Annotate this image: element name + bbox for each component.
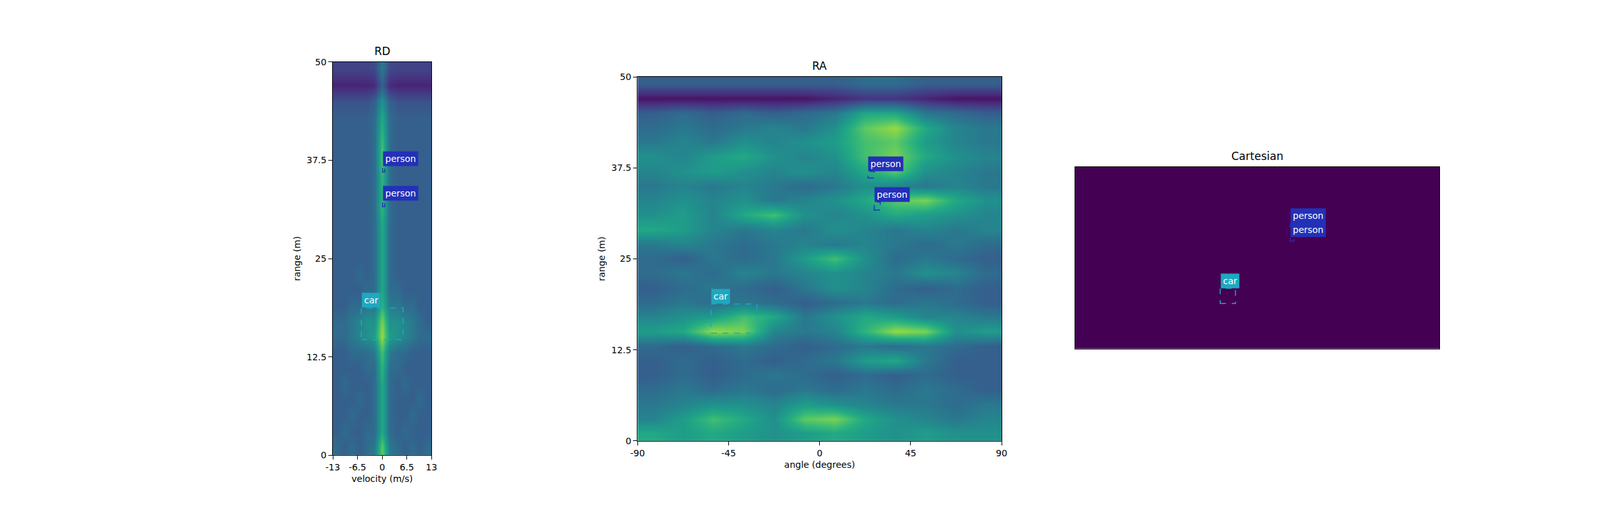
svg-text:person: person <box>876 189 908 200</box>
svg-text:person: person <box>385 153 416 164</box>
svg-text:12.5: 12.5 <box>611 344 632 356</box>
svg-text:-90: -90 <box>630 448 646 459</box>
svg-text:car: car <box>1223 275 1238 287</box>
svg-text:50: 50 <box>620 71 632 82</box>
svg-text:velocity (m/s): velocity (m/s) <box>351 473 413 484</box>
svg-text:person: person <box>1292 210 1324 221</box>
svg-text:13: 13 <box>425 462 438 473</box>
svg-text:-45: -45 <box>721 448 736 459</box>
svg-text:angle (degrees): angle (degrees) <box>784 459 856 470</box>
svg-text:RA: RA <box>812 59 827 73</box>
svg-text:0: 0 <box>379 462 386 473</box>
svg-text:37.5: 37.5 <box>611 162 632 173</box>
svg-text:Cartesian: Cartesian <box>1231 149 1284 163</box>
svg-text:0: 0 <box>816 448 823 459</box>
svg-text:25: 25 <box>620 253 632 264</box>
svg-text:person: person <box>870 158 902 169</box>
svg-text:12.5: 12.5 <box>306 352 327 363</box>
svg-text:person: person <box>385 188 416 199</box>
svg-text:90: 90 <box>995 448 1008 459</box>
svg-text:-13: -13 <box>325 462 341 473</box>
svg-text:6.5: 6.5 <box>400 462 415 473</box>
svg-text:person: person <box>1292 224 1324 235</box>
svg-text:45: 45 <box>904 448 917 459</box>
svg-text:range (m): range (m) <box>291 236 303 281</box>
svg-text:50: 50 <box>314 56 327 68</box>
svg-text:0: 0 <box>625 435 632 447</box>
svg-text:0: 0 <box>320 449 327 461</box>
svg-text:25: 25 <box>314 253 327 264</box>
svg-text:range (m): range (m) <box>596 236 607 282</box>
svg-text:-6.5: -6.5 <box>348 462 367 473</box>
svg-text:car: car <box>713 291 728 302</box>
svg-text:car: car <box>364 295 379 306</box>
svg-text:37.5: 37.5 <box>306 154 327 166</box>
svg-text:RD: RD <box>374 44 391 58</box>
